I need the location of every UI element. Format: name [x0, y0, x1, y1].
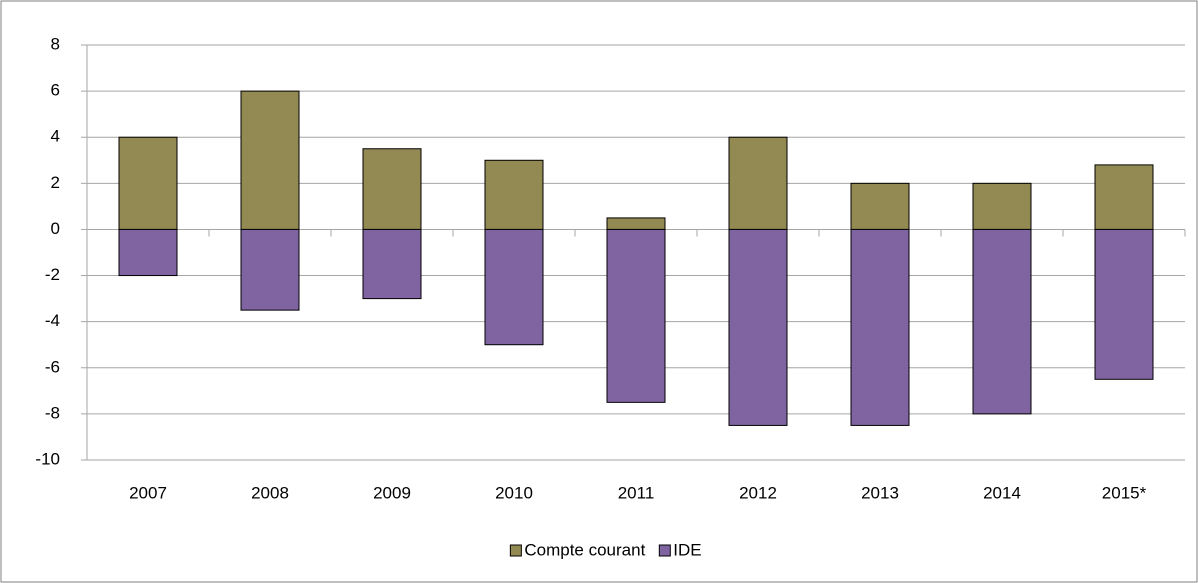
legend-swatch: [509, 544, 522, 557]
y-tick-label: 6: [51, 81, 60, 100]
bar: [1094, 164, 1154, 230]
bar: [972, 228, 1032, 415]
legend: Compte courant IDE: [509, 540, 702, 559]
bar: [606, 228, 666, 403]
x-tick-label: 2008: [251, 483, 289, 502]
x-tick-label: 2012: [739, 483, 777, 502]
y-tick-label: 8: [51, 34, 60, 53]
bar: [118, 136, 178, 230]
x-tick-label: 2015*: [1102, 483, 1147, 502]
x-tick-label: 2011: [618, 483, 655, 502]
bar: [484, 228, 544, 346]
x-tick-label: 2009: [373, 483, 411, 502]
legend-label: IDE: [673, 540, 701, 559]
bar: [484, 159, 544, 230]
x-tick-label: 2013: [861, 483, 899, 502]
bar: [118, 228, 178, 277]
y-tick-label: -2: [45, 265, 60, 284]
y-tick-label: -8: [45, 403, 60, 422]
bar: [728, 228, 788, 426]
bar: [606, 217, 666, 230]
bar: [728, 136, 788, 230]
bar: [1094, 228, 1154, 380]
bar: [240, 228, 300, 311]
y-tick-label: -6: [45, 357, 60, 376]
y-tick-label: 4: [51, 127, 60, 146]
y-tick-label: 0: [51, 219, 60, 238]
x-tick-label: 2014: [983, 483, 1021, 502]
bar: [240, 90, 300, 230]
bar: [362, 148, 422, 230]
bar: [850, 228, 910, 426]
x-tick-label: 2007: [129, 483, 167, 502]
x-tick-label: 2010: [495, 483, 533, 502]
y-tick-label: 2: [51, 173, 60, 192]
legend-swatch: [658, 544, 671, 557]
bar: [362, 228, 422, 300]
legend-label: Compte courant: [524, 540, 645, 559]
y-tick-label: -4: [45, 311, 60, 330]
bar: [972, 182, 1032, 230]
bar: [850, 182, 910, 230]
y-tick-label: -10: [35, 449, 60, 468]
